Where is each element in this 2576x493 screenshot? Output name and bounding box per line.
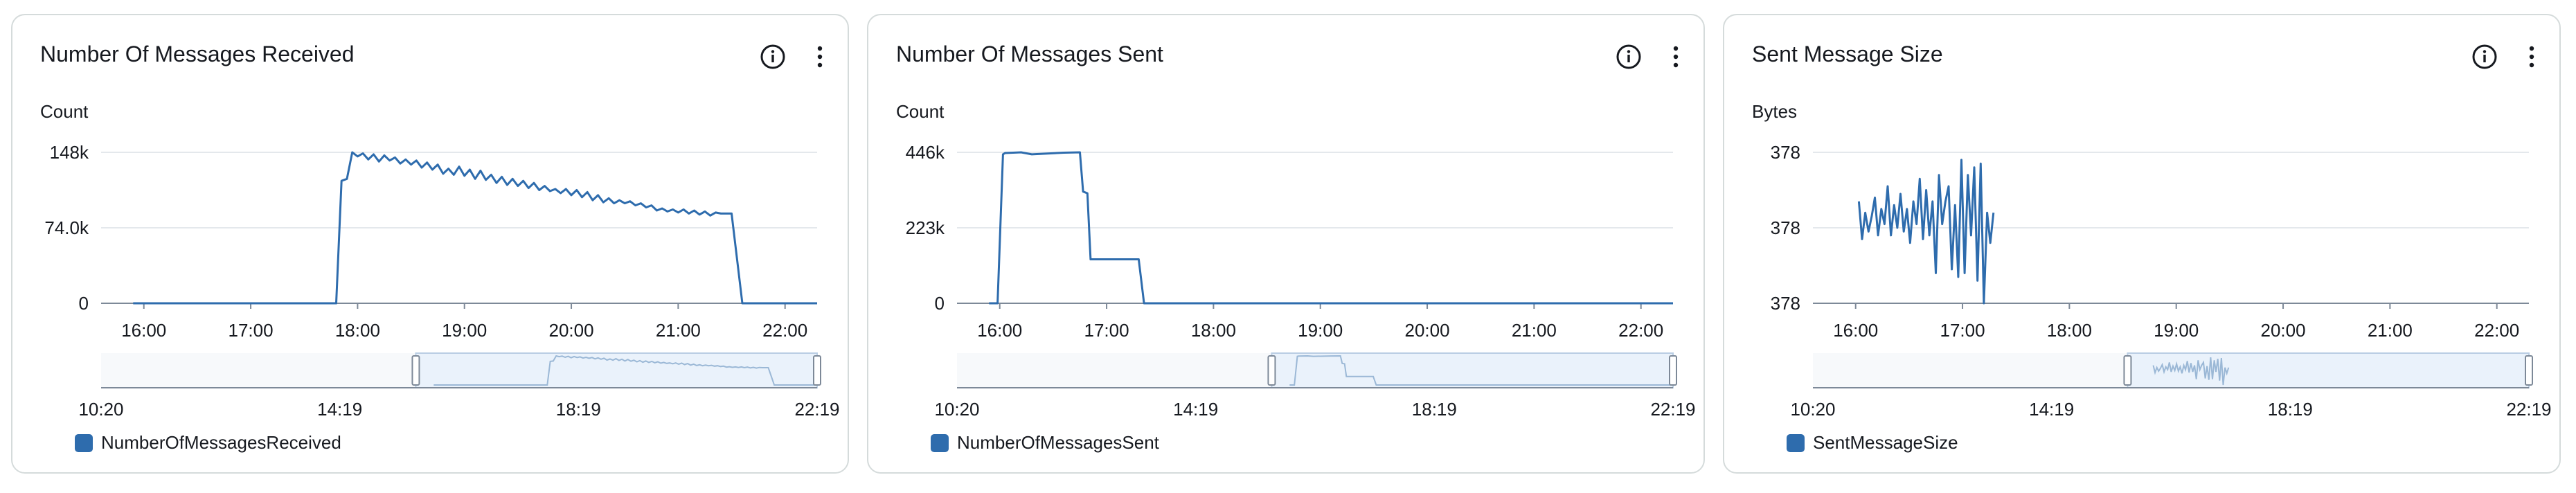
x-tick-label: 19:00 [1298,320,1343,341]
info-circle-icon[interactable] [758,42,788,72]
x-tick-label: 17:00 [1084,320,1129,341]
widget-title: Sent Message Size [1752,42,1943,66]
vertical-ellipsis-icon[interactable] [1667,42,1684,72]
widget-sent-message-size: Sent Message Size Bytes 378 378 378 16:00 17:… [1723,14,2561,474]
navigator-label: 22:19 [1650,399,1695,420]
legend-item[interactable]: NumberOfMessagesReceived [75,432,341,454]
widget-title: Number Of Messages Received [40,42,355,66]
navigator-label: 10:20 [934,399,979,420]
x-tick-label: 18:00 [1191,320,1236,341]
navigator-label: 22:19 [794,399,839,420]
series-line [1857,159,1995,305]
y-tick-label: 74.0k [44,217,89,238]
legend-label: NumberOfMessagesSent [957,432,1159,453]
y-axis-label: Bytes [1752,101,1797,122]
y-tick-label: 378 [1771,293,1800,314]
x-tick-label: 20:00 [549,320,594,341]
info-circle-icon[interactable] [2469,42,2500,72]
y-axis-label: Count [896,101,945,122]
y-axis-label: Count [40,101,89,122]
x-tick-label: 22:00 [2474,320,2519,341]
y-tick-label: 148k [50,142,89,163]
legend-item[interactable]: SentMessageSize [1787,432,1958,454]
navigator-label: 10:20 [1790,399,1835,420]
navigator-series-line [2152,357,2230,386]
legend-swatch [1787,433,1805,452]
y-tick-label: 446k [906,142,945,163]
navigator-label: 14:19 [317,399,362,420]
y-tick-label: 378 [1771,217,1800,238]
legend-label: SentMessageSize [1813,432,1958,453]
y-tick-label: 0 [935,293,945,314]
x-tick-label: 19:00 [442,320,487,341]
legend-swatch [931,433,949,452]
navigator-handle[interactable] [1267,355,1276,386]
line-chart[interactable]: Count 0 223k 446k 16:00 17:00 18:00 19:00 20:00 2… [868,15,1706,475]
x-tick-label: 19:00 [2154,320,2199,341]
legend-label: NumberOfMessagesReceived [101,432,341,453]
x-tick-label: 16:00 [1833,320,1878,341]
y-tick-label: 223k [906,217,945,238]
line-chart[interactable]: Count 0 74.0k 148k 16:00 17:00 18:00 19:00 20:00… [12,15,850,475]
vertical-ellipsis-icon[interactable] [812,42,828,72]
navigator-handle[interactable] [2123,355,2132,386]
x-tick-label: 20:00 [2261,320,2306,341]
navigator-label: 10:20 [78,399,123,420]
series-line [989,151,1673,305]
navigator-handle[interactable] [1669,355,1677,386]
x-tick-label: 18:00 [2047,320,2092,341]
navigator-series-line [1289,355,1672,386]
legend-item[interactable]: NumberOfMessagesSent [931,432,1159,454]
widget-title: Number Of Messages Sent [896,42,1163,66]
navigator-label: 14:19 [2029,399,2074,420]
x-tick-label: 16:00 [121,320,166,341]
y-tick-label: 378 [1771,142,1800,163]
navigator-handle[interactable] [813,355,821,386]
navigator-handle[interactable] [2525,355,2533,386]
line-chart[interactable]: Bytes 378 378 378 16:00 17:00 18:00 19:00 20:00 2… [1724,15,2562,475]
widget-messages-received: Number Of Messages Received Count 0 74.0k 1… [11,14,849,474]
navigator-label: 22:19 [2506,399,2551,420]
navigator-label: 18:19 [2268,399,2313,420]
navigator-label: 18:19 [556,399,601,420]
x-tick-label: 17:00 [229,320,274,341]
vertical-ellipsis-icon[interactable] [2523,42,2540,72]
navigator-window [1271,352,1674,388]
series-line [133,151,817,305]
x-tick-label: 22:00 [762,320,807,341]
x-tick-label: 21:00 [2368,320,2413,341]
x-tick-label: 20:00 [1405,320,1450,341]
x-tick-label: 21:00 [1512,320,1557,341]
y-tick-label: 0 [79,293,89,314]
x-tick-label: 22:00 [1618,320,1663,341]
info-circle-icon[interactable] [1613,42,1644,72]
x-tick-label: 18:00 [335,320,380,341]
x-tick-label: 16:00 [977,320,1022,341]
navigator-label: 18:19 [1412,399,1457,420]
x-tick-label: 21:00 [656,320,701,341]
navigator-label: 14:19 [1173,399,1218,420]
navigator-series-line [433,355,816,386]
navigator-window [2127,352,2530,388]
x-tick-label: 17:00 [1940,320,1985,341]
navigator-handle[interactable] [411,355,420,386]
widget-messages-sent: Number Of Messages Sent Count 0 223k 446k 16… [867,14,1705,474]
legend-swatch [75,433,93,452]
